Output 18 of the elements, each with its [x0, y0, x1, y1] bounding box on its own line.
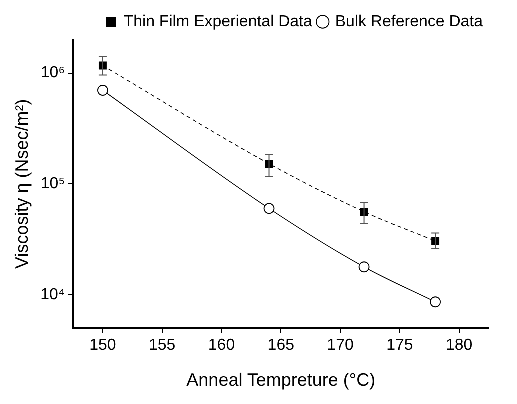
- point: [98, 85, 108, 96]
- x-tick-label: 175: [386, 337, 414, 354]
- x-tick-label: 170: [327, 337, 354, 354]
- legend-label: Thin Film Experiental Data: [124, 13, 312, 30]
- point: [358, 262, 370, 273]
- legend-label: Bulk Reference Data: [335, 13, 484, 30]
- x-axis-title: Anneal Tempreture (°C): [186, 370, 376, 390]
- y-tick-label: 10⁴: [40, 286, 66, 304]
- point: [430, 296, 441, 308]
- y-axis-title: Viscosity η (Nsec/m²): [12, 99, 32, 269]
- x-tick-label: 150: [90, 337, 116, 354]
- x-tick-label: 180: [446, 337, 473, 354]
- y-tick-label: 10⁵: [40, 176, 66, 193]
- point: [264, 203, 275, 214]
- x-tick-label: 165: [268, 337, 295, 354]
- y-tick-label: 10⁶: [40, 64, 66, 82]
- x-tick-label: 160: [208, 337, 236, 354]
- x-tick-label: 155: [149, 337, 176, 354]
